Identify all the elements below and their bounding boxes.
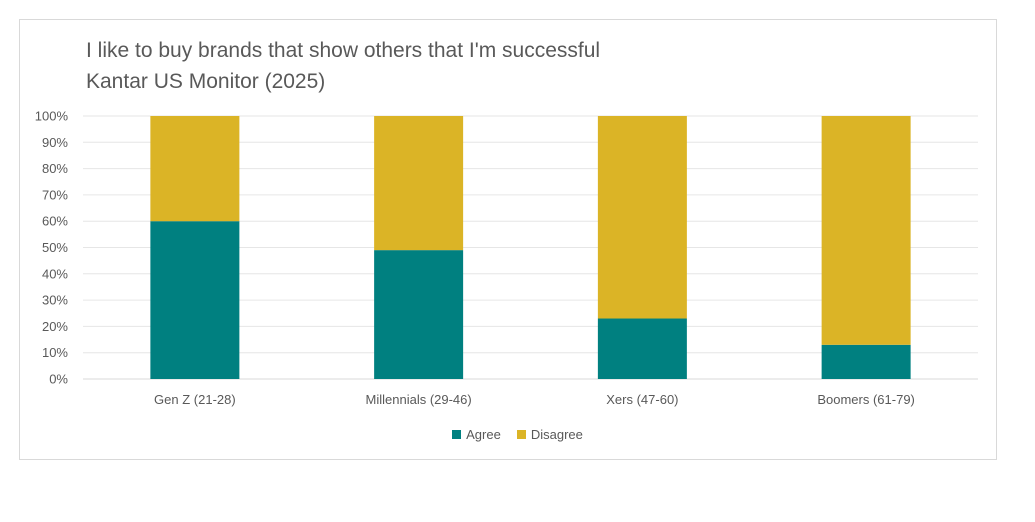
y-tick-label: 100% [35,109,69,124]
y-tick-label: 50% [42,240,68,255]
chart-title-line1: I like to buy brands that show others th… [86,39,601,62]
bar-disagree [150,116,240,222]
y-tick-label: 30% [42,293,68,308]
x-tick-label: Xers (47-60) [606,392,678,407]
legend-item-disagree: Disagree [516,427,583,442]
bar-disagree [597,116,687,319]
y-tick-label: 80% [42,161,68,176]
bar-agree [597,318,687,379]
bar-disagree [374,116,464,251]
bar-agree [821,344,911,379]
chart-subtitle: Kantar US Monitor (2025) [86,70,326,93]
y-tick-label: 20% [42,319,68,334]
y-tick-label: 40% [42,266,68,281]
legend: Agree Disagree [0,427,1035,442]
y-tick-label: 70% [42,187,68,202]
legend-label-disagree: Disagree [530,427,583,442]
y-tick-label: 10% [42,345,68,360]
bar-disagree [821,116,911,345]
legend-label-agree: Agree [466,427,501,442]
legend-swatch-disagree [516,430,526,439]
x-tick-label: Gen Z (21-28) [154,392,236,407]
y-tick-label: 0% [49,372,68,387]
bar-agree [150,221,240,379]
legend-swatch-agree [452,430,462,439]
y-tick-label: 60% [42,214,68,229]
bar-agree [374,250,464,379]
x-tick-label: Boomers (61-79) [817,392,915,407]
chart-title: I like to buy brands that show others th… [86,35,600,97]
y-tick-label: 90% [42,135,68,150]
x-tick-label: Millennials (29-46) [366,392,472,407]
legend-item-agree: Agree [452,427,501,442]
